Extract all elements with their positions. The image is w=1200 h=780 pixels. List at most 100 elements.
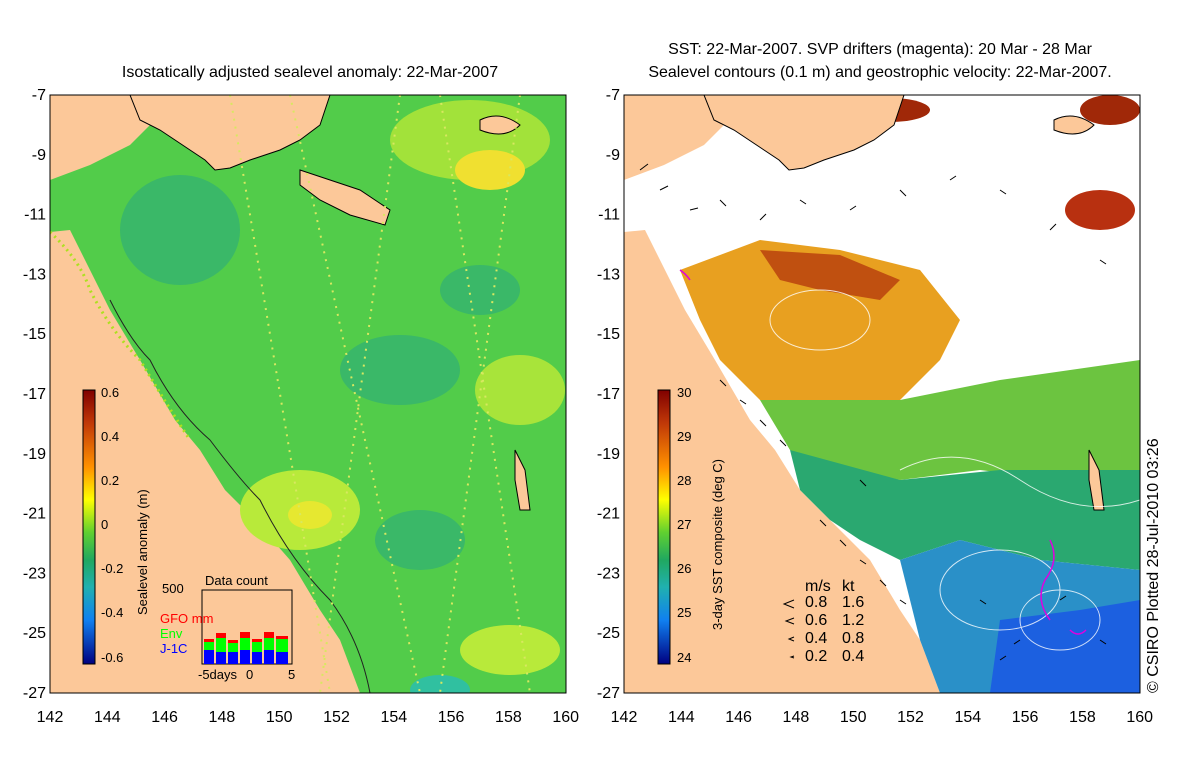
y-tick-label: -13 (597, 266, 620, 283)
right-y-axis-labels: -7 -9 -11 -13 -15 -17 -19 -21 -23 -25 -27 (597, 87, 620, 702)
left-map-shelf-contour (109, 299, 371, 693)
left-map-png-land (129, 95, 331, 171)
left-cb-tick: 0.6 (101, 385, 119, 400)
y-tick-label: -23 (597, 565, 620, 582)
x-tick-label: 158 (1069, 709, 1096, 726)
right-cb-tick: 26 (677, 561, 691, 576)
left-map-tracks (229, 95, 531, 693)
right-map-frame (623, 94, 1141, 694)
left-cb-tick: 0 (101, 517, 108, 532)
x-tick-label: 160 (552, 709, 579, 726)
left-cb-tick: 0.2 (101, 473, 119, 488)
data-count-title: Data count (205, 573, 268, 588)
right-map-island-2 (1088, 449, 1105, 511)
y-tick-label: -17 (23, 386, 46, 403)
left-colorbar-ticks: 0.6 0.4 0.2 0 -0.2 -0.4 -0.6 (101, 385, 123, 665)
left-map-dark-patch (120, 175, 240, 285)
y-tick-label: -17 (597, 386, 620, 403)
x-tick-label: 144 (94, 709, 121, 726)
speed-arrow-icon (784, 617, 795, 625)
data-count-inset: Data count 500 GFO mm Env J-1C -5days 0 … (160, 573, 295, 682)
speed-legend: m/s kt 0.8 1.6 0.6 1.2 0.4 0.8 0.2 0.4 (782, 578, 864, 665)
data-count-x-start: -5days (198, 667, 238, 682)
right-map-drifter-tracks (679, 269, 1087, 635)
x-tick-label: 160 (1126, 709, 1153, 726)
right-panel-title-line2: Sealevel contours (0.1 m) and geostrophi… (648, 64, 1112, 81)
y-tick-label: -19 (23, 446, 46, 463)
right-map (624, 95, 1140, 693)
y-tick-label: -13 (23, 266, 46, 283)
y-tick-label: -25 (23, 625, 46, 642)
left-map-coast-track (50, 230, 192, 441)
speed-legend-header-kt: kt (842, 578, 855, 595)
speed-legend-ms: 0.6 (805, 612, 827, 629)
right-x-axis-labels: 142 144 146 148 150 152 154 156 158 160 (611, 709, 1153, 726)
left-map-dark-patch-4 (375, 510, 465, 570)
left-map (50, 95, 566, 693)
left-map-dark-patch-3 (440, 265, 520, 315)
left-map-dark-patch-5 (410, 675, 470, 693)
right-map-sst-cool (790, 450, 1140, 570)
y-tick-label: -7 (32, 87, 46, 104)
right-colorbar (657, 389, 671, 665)
y-tick-label: -27 (23, 685, 46, 702)
legend-env: Env (160, 626, 183, 641)
y-tick-label: -7 (606, 87, 620, 104)
left-panel-title: Isostatically adjusted sealevel anomaly:… (121, 64, 499, 81)
y-tick-label: -15 (23, 326, 46, 343)
left-cb-tick: -0.6 (101, 650, 123, 665)
speed-legend-header-ms: m/s (805, 578, 831, 595)
x-tick-label: 142 (611, 709, 638, 726)
speed-legend-kt: 0.4 (842, 648, 864, 665)
x-tick-label: 154 (380, 709, 407, 726)
right-panel-title-line1: SST: 22-Mar-2007. SVP drifters (magenta)… (668, 41, 1092, 58)
data-count-max: 500 (162, 581, 184, 596)
right-map-sst-mid (760, 360, 1140, 480)
y-tick-label: -9 (606, 147, 620, 164)
right-cb-tick: 29 (677, 429, 691, 444)
speed-legend-ms: 0.8 (805, 594, 827, 611)
right-map-hot-patch-3 (1065, 190, 1135, 230)
left-map-dark-patch-2 (340, 335, 460, 405)
right-cb-tick: 28 (677, 473, 691, 488)
speed-arrow-icon (789, 655, 795, 659)
x-tick-label: 154 (954, 709, 981, 726)
right-map-sealevel-contours (769, 289, 1140, 651)
y-tick-label: -11 (24, 207, 46, 224)
right-cb-tick: 27 (677, 517, 691, 532)
right-map-sst-hot (760, 250, 900, 300)
x-tick-label: 150 (840, 709, 867, 726)
right-map-sst-coldest (990, 600, 1140, 693)
y-tick-label: -15 (597, 326, 620, 343)
y-tick-label: -9 (32, 147, 46, 164)
x-tick-label: 158 (495, 709, 522, 726)
x-tick-label: 146 (725, 709, 752, 726)
right-map-island (1053, 115, 1095, 135)
x-tick-label: 146 (151, 709, 178, 726)
y-tick-label: -27 (597, 685, 620, 702)
left-y-axis-labels: -7 -9 -11 -13 -15 -17 -19 -21 -23 -25 -27 (23, 87, 46, 702)
y-tick-label: -21 (597, 506, 620, 523)
left-colorbar-label: Sealevel anomaly (m) (135, 489, 150, 615)
right-cb-tick: 30 (677, 385, 691, 400)
right-map-png-land (703, 95, 905, 171)
left-x-axis-labels: 142 144 146 148 150 152 154 156 158 160 (37, 709, 579, 726)
y-tick-label: -11 (598, 207, 620, 224)
speed-legend-kt: 0.8 (842, 630, 864, 647)
speed-legend-kt: 1.6 (842, 594, 864, 611)
right-cb-tick: 25 (677, 605, 691, 620)
speed-legend-kt: 1.2 (842, 612, 864, 629)
left-map-island-2 (514, 449, 531, 511)
right-cb-tick: 24 (677, 650, 691, 665)
left-map-light-patch-3 (460, 625, 560, 675)
right-map-velocity-arrows (639, 163, 1107, 661)
speed-legend-ms: 0.2 (805, 648, 827, 665)
x-tick-label: 142 (37, 709, 64, 726)
copyright-credit: © CSIRO Plotted 28-Jul-2010 03:26 (1145, 438, 1162, 693)
y-tick-label: -23 (23, 565, 46, 582)
y-tick-label: -25 (597, 625, 620, 642)
speed-arrow-icon (782, 599, 795, 609)
left-map-light-patch-2 (475, 355, 565, 425)
x-tick-label: 156 (1012, 709, 1039, 726)
